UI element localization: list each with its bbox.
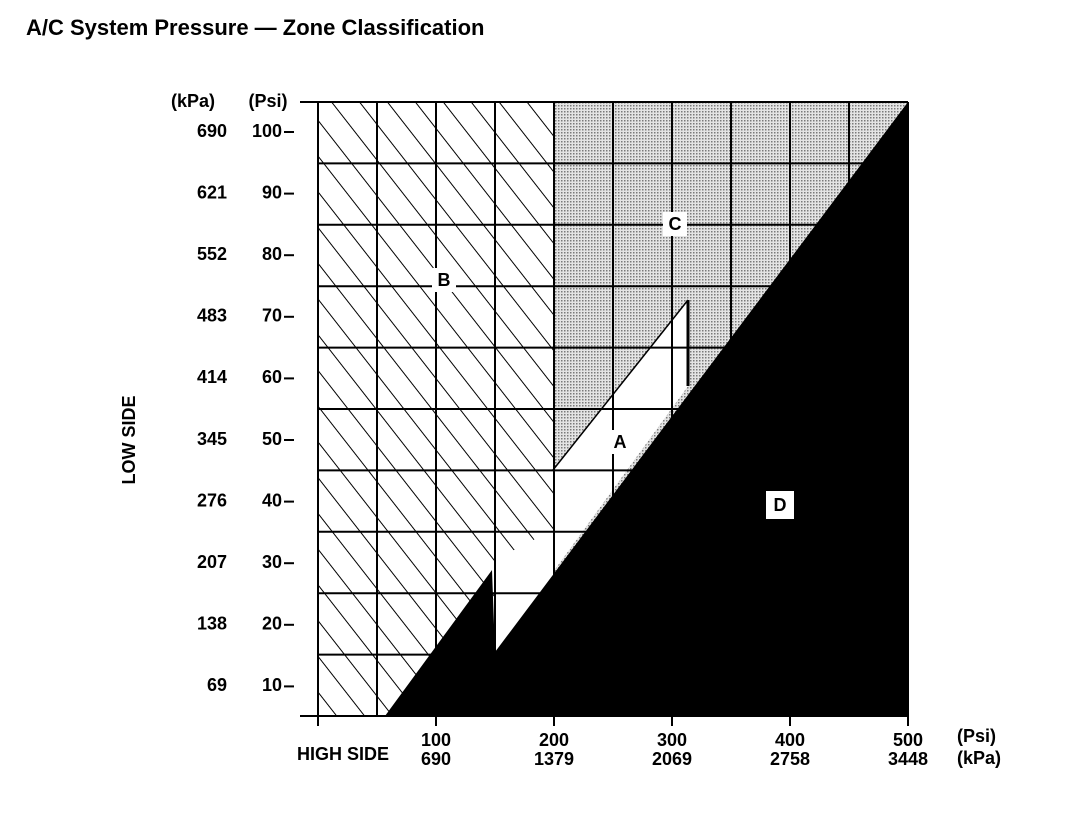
x-tick-label: 3448: [888, 749, 928, 769]
y-tick-label: 69: [207, 675, 227, 695]
zone-label: C: [669, 214, 682, 234]
y-tick-label: 345: [197, 429, 227, 449]
x-tick-label: 1379: [534, 749, 574, 769]
y-unit: (Psi): [248, 91, 287, 111]
x-axis-label: HIGH SIDE: [297, 744, 389, 764]
y-tick-label: 60: [262, 367, 282, 387]
y-tick-label: 207: [197, 552, 227, 572]
x-tick-label: 500: [893, 730, 923, 750]
y-tick-label: 70: [262, 306, 282, 326]
y-tick-label: 40: [262, 490, 282, 510]
zone-label: D: [774, 495, 787, 515]
x-tick-label: 2758: [770, 749, 810, 769]
x-tick-label: 400: [775, 730, 805, 750]
label-box: [432, 268, 456, 292]
y-unit: (kPa): [171, 91, 215, 111]
y-tick-label: 100: [252, 121, 282, 141]
x-unit: (kPa): [957, 748, 1001, 768]
x-tick-label: 200: [539, 730, 569, 750]
y-tick-label: 690: [197, 121, 227, 141]
x-tick-label: 2069: [652, 749, 692, 769]
y-axis-label: LOW SIDE: [119, 396, 139, 485]
label-box: [663, 212, 687, 236]
zone-label: A: [614, 432, 627, 452]
zone-a-border: [552, 299, 689, 471]
x-tick-label: 690: [421, 749, 451, 769]
y-tick-label: 414: [197, 367, 227, 387]
x-tick-label: 100: [421, 730, 451, 750]
y-tick-label: 80: [262, 244, 282, 264]
y-tick-label: 50: [262, 429, 282, 449]
label-box: [608, 430, 632, 454]
y-tick-label: 20: [262, 614, 282, 634]
zone-d-area: [385, 102, 908, 716]
y-tick-label: 276: [197, 490, 227, 510]
y-tick-label: 483: [197, 306, 227, 326]
title: A/C System Pressure — Zone Classificatio…: [26, 15, 485, 40]
y-tick-label: 10: [262, 675, 282, 695]
x-unit: (Psi): [957, 726, 996, 746]
zone-labels: B C A D: [432, 212, 794, 519]
x-tick-label: 300: [657, 730, 687, 750]
y-tick-label: 30: [262, 552, 282, 572]
y-tick-label: 621: [197, 182, 227, 202]
zone-label: B: [438, 270, 451, 290]
label-box: [766, 491, 794, 519]
y-tick-label: 138: [197, 614, 227, 634]
y-tick-label: 90: [262, 182, 282, 202]
y-tick-label: 552: [197, 244, 227, 264]
